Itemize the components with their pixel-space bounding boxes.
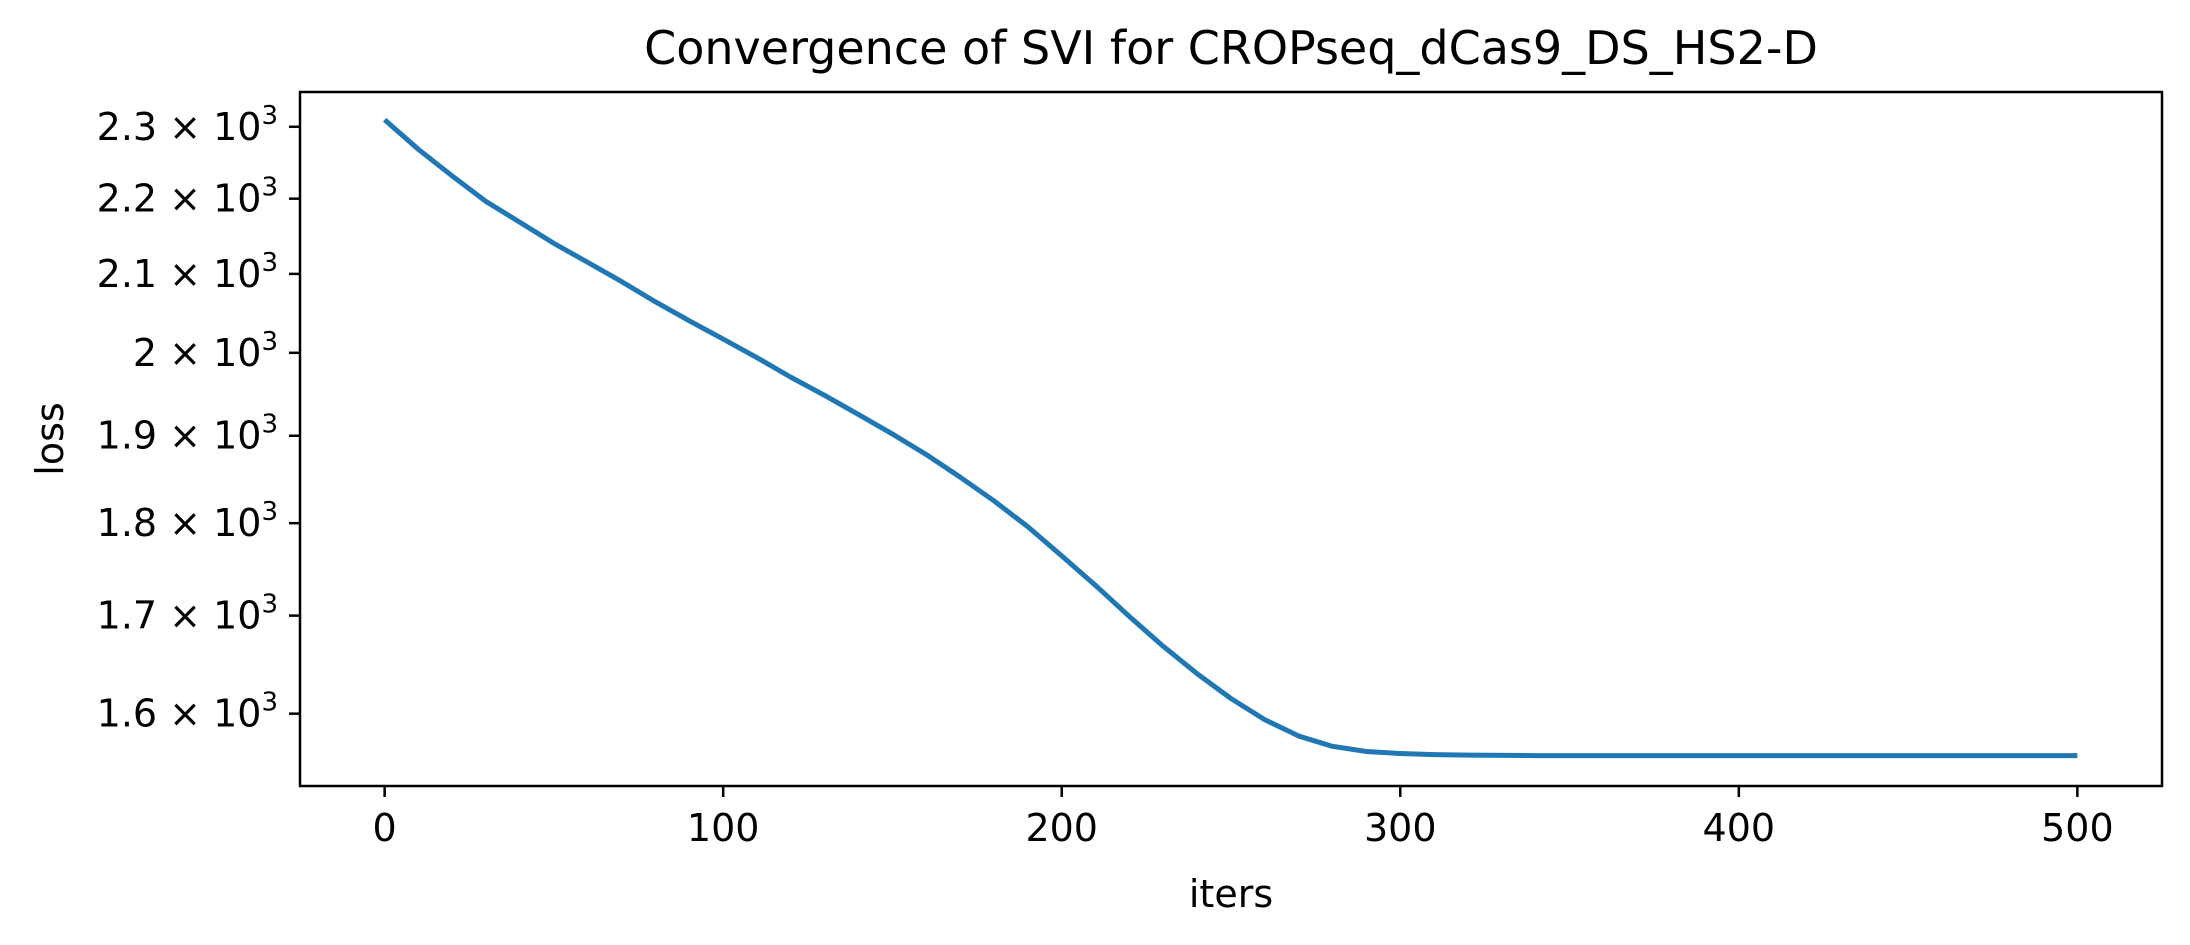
x-tick-label: 400 [1703, 806, 1776, 850]
chart-title: Convergence of SVI for CROPseq_dCas9_DS_… [644, 21, 1818, 75]
x-tick-label: 500 [2041, 806, 2114, 850]
x-tick-label: 200 [1025, 806, 1098, 850]
y-axis-ticks: 1.6 × 103 1.7 × 103 1.8 × 103 1.9 × 103 2 × … [97, 101, 300, 736]
y-axis-label: loss [28, 402, 72, 475]
y-tick-label: 2.2 × 103 [97, 173, 278, 221]
loss-series-line [382, 117, 2078, 759]
y-tick-label: 1.6 × 103 [97, 688, 278, 736]
x-tick-label: 100 [687, 806, 760, 850]
x-tick-label: 300 [1364, 806, 1437, 850]
x-tick-label: 0 [373, 806, 397, 850]
x-axis-ticks: 0 100 200 300 400 500 [373, 786, 2114, 850]
y-tick-label: 1.7 × 103 [97, 590, 278, 638]
x-axis-label: iters [1189, 872, 1273, 916]
y-tick-label: 2.3 × 103 [97, 101, 278, 149]
y-tick-label: 2.1 × 103 [97, 248, 278, 296]
y-tick-label: 1.8 × 103 [97, 497, 278, 545]
y-tick-label: 1.9 × 103 [97, 410, 278, 458]
plot-area-frame [298, 90, 2164, 788]
y-tick-label: 2 × 103 [133, 327, 278, 375]
